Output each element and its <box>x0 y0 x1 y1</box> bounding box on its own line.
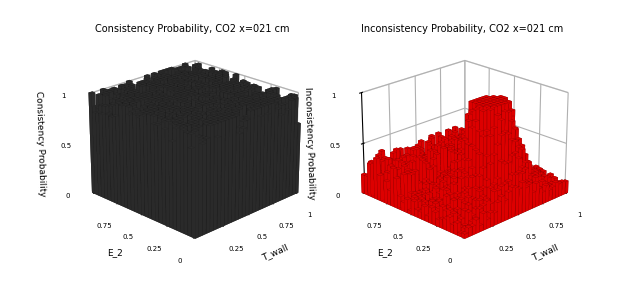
X-axis label: T_wall: T_wall <box>530 242 560 262</box>
Title: Consistency Probability, CO2 x=021 cm: Consistency Probability, CO2 x=021 cm <box>95 24 290 34</box>
Title: Inconsistency Probability, CO2 x=021 cm: Inconsistency Probability, CO2 x=021 cm <box>360 24 563 34</box>
Y-axis label: E_2: E_2 <box>377 248 392 257</box>
Y-axis label: E_2: E_2 <box>107 248 122 257</box>
X-axis label: T_wall: T_wall <box>261 242 290 262</box>
